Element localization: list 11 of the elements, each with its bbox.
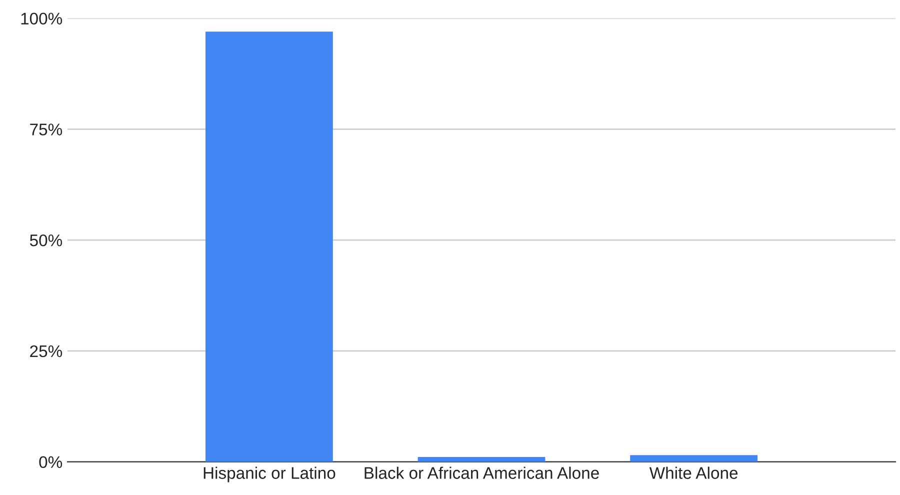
x-tick-label: Black or African American Alone [364,466,599,479]
bar [630,455,758,462]
bar [418,456,546,462]
y-tick-label: 100% [21,12,62,25]
bar [206,32,333,462]
x-tick-label: Hispanic or Latino [204,466,336,482]
x-tick-label: White Alone [649,466,738,479]
y-tick-label: 25% [30,345,62,358]
y-tick-label: 0% [39,456,62,468]
y-tick-label: 50% [30,234,62,246]
y-tick-label: 75% [30,124,62,136]
